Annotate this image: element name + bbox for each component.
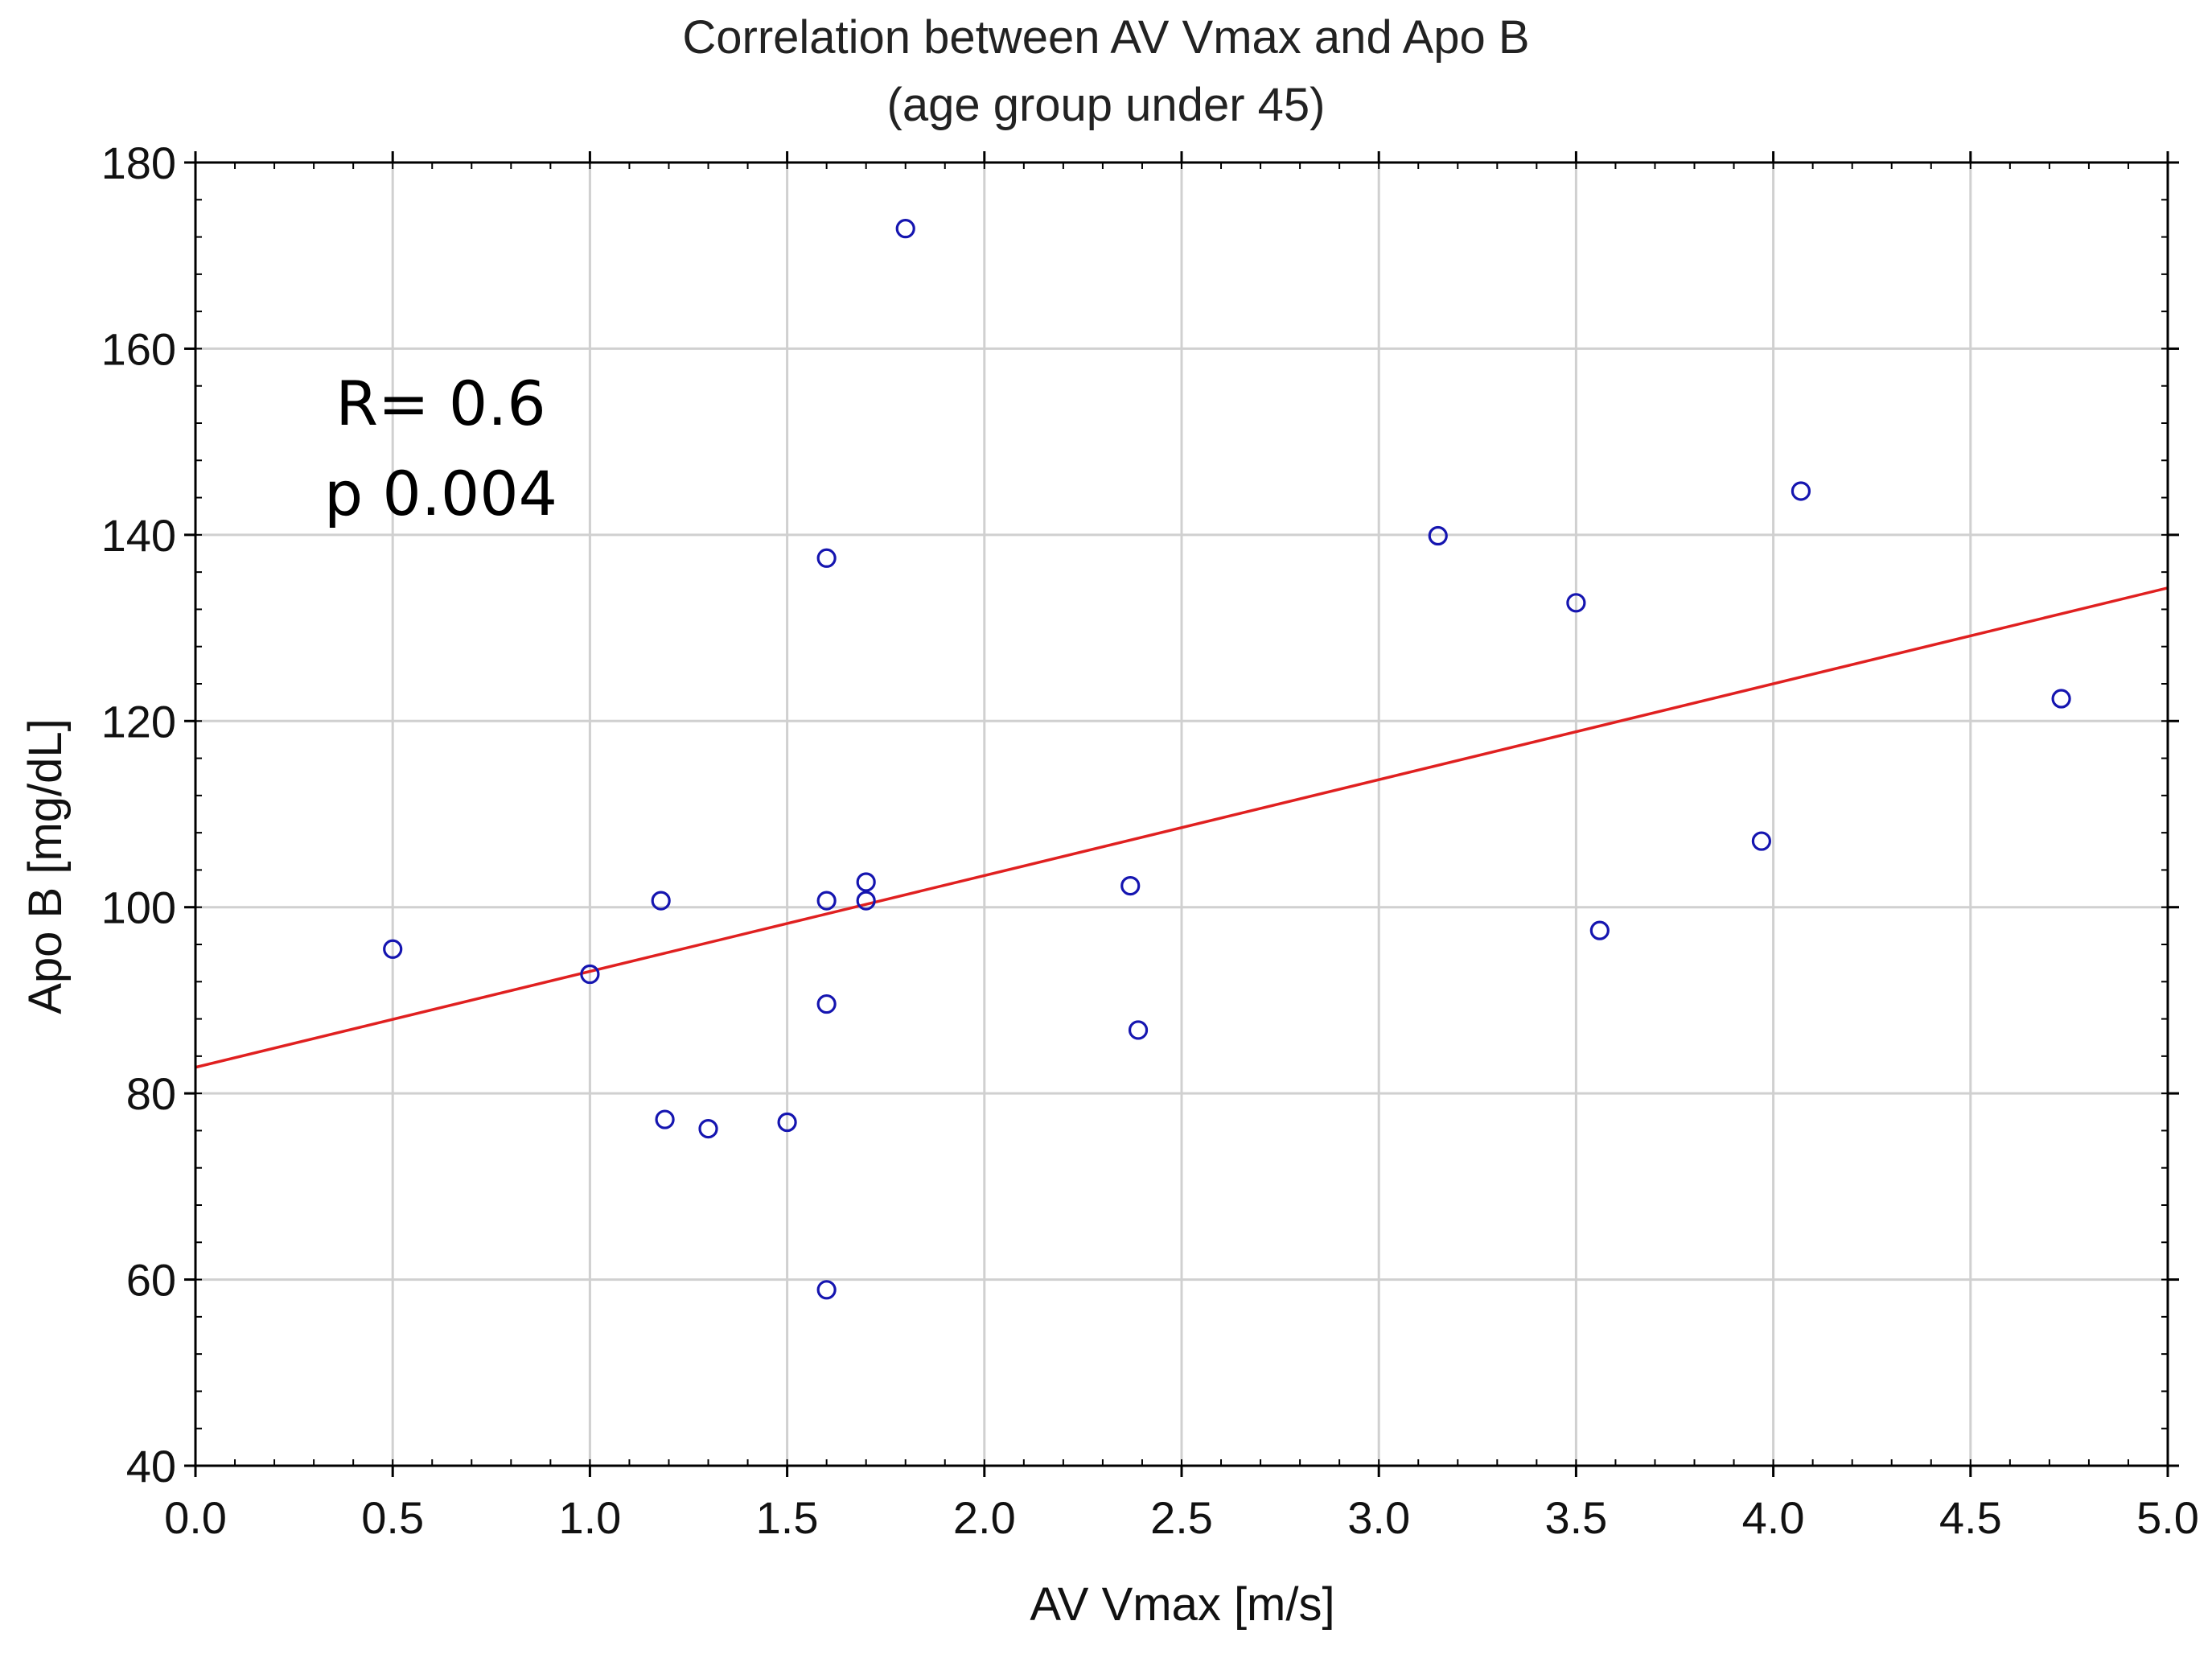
chart-subtitle: (age group under 45) (887, 79, 1326, 131)
x-tick-label: 0.0 (164, 1492, 227, 1543)
regression-layer (195, 586, 2169, 1069)
p-value-annotation: p 0.004 (324, 458, 557, 529)
data-point (580, 964, 600, 985)
y-tick-label: 100 (101, 882, 176, 933)
y-axis-label: Apo B [mg/dL] (19, 718, 72, 1014)
x-tick-label: 4.5 (1939, 1492, 2002, 1543)
data-point (777, 1112, 797, 1133)
data-point (1791, 481, 1811, 501)
x-tick-label: 3.0 (1347, 1492, 1410, 1543)
y-tick-label: 180 (101, 138, 176, 188)
x-tick-label: 4.0 (1742, 1492, 1805, 1543)
y-tick-label: 80 (126, 1068, 176, 1119)
data-point (1120, 875, 1141, 896)
data-points (383, 219, 2071, 1300)
x-tick-label: 2.5 (1150, 1492, 1213, 1543)
data-point (816, 1280, 837, 1300)
data-point (1566, 593, 1586, 613)
y-tick-label: 140 (101, 510, 176, 561)
x-tick-label: 5.0 (2136, 1492, 2199, 1543)
data-point (816, 891, 837, 911)
x-tick-label: 1.5 (756, 1492, 819, 1543)
data-point (1428, 525, 1448, 546)
data-point (1589, 920, 1610, 940)
grid-lines (195, 163, 2168, 1466)
y-tick-label: 60 (126, 1255, 176, 1306)
y-tick-label: 40 (126, 1441, 176, 1491)
chart-title: Correlation between AV Vmax and Apo B (682, 11, 1529, 64)
data-point (383, 939, 403, 959)
x-tick-label: 2.0 (953, 1492, 1016, 1543)
x-axis-label: AV Vmax [m/s] (1030, 1578, 1334, 1631)
data-point (651, 891, 671, 911)
x-axis-ticks: 0.0 0.5 1.0 1.5 2.0 2.5 3.0 3.5 4.0 4.5 5.0 (164, 151, 2199, 1543)
data-point (1751, 831, 1771, 851)
data-point (698, 1119, 718, 1139)
regression-line (195, 586, 2169, 1069)
y-axis-ticks: 40 60 80 100 120 140 160 180 (101, 138, 2179, 1491)
x-tick-label: 0.5 (361, 1492, 424, 1543)
y-tick-label: 160 (101, 323, 176, 374)
data-point (2051, 689, 2071, 709)
y-tick-label: 120 (101, 696, 176, 747)
data-point (816, 994, 837, 1014)
data-point (856, 872, 876, 892)
data-point (895, 219, 915, 239)
data-point (655, 1109, 675, 1129)
data-point (856, 891, 876, 911)
x-tick-label: 1.0 (558, 1492, 621, 1543)
correlation-annotation: R= 0.6 (335, 368, 546, 439)
data-point (816, 548, 837, 568)
data-point (1128, 1020, 1149, 1040)
x-tick-label: 3.5 (1544, 1492, 1607, 1543)
